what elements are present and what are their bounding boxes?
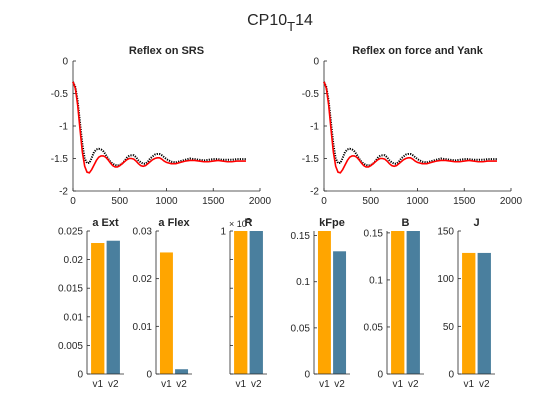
y-tick-label: -0.5 xyxy=(302,89,320,100)
bar-v2 xyxy=(175,369,189,374)
y-tick-label: -1.5 xyxy=(302,154,320,165)
y-tick-label: 150 xyxy=(437,227,454,238)
y-tick-label: 0.015 xyxy=(58,284,83,295)
bar-v1 xyxy=(462,252,476,374)
figure-title-subscript: T xyxy=(287,19,295,34)
y-tick-label: 0.01 xyxy=(133,322,153,333)
series-line-red xyxy=(72,81,246,174)
y-tick-label: 0.1 xyxy=(296,277,310,288)
y-tick-label: 0.005 xyxy=(58,341,83,352)
bar-v1 xyxy=(391,231,405,374)
bar-v2 xyxy=(333,251,347,374)
x-tick-label: v1 xyxy=(463,379,474,390)
panel-2: Reflex on force and Yank 0 500 1000 1500 2000… xyxy=(302,45,523,207)
x-tick-label: 1500 xyxy=(453,196,476,207)
y-tick-label: 0.025 xyxy=(58,227,83,238)
panel-5: R× 105 v1 v2 1 xyxy=(220,217,267,390)
panel-3: a Ext v1 v2 0 0.005 0.01 0.015 0.02 0.025 xyxy=(58,217,124,390)
panel-8: Jv1 v2 0 50 100 150 xyxy=(437,217,495,390)
y-tick-label: 0.15 xyxy=(291,231,311,242)
line-panel-title: Reflex on SRS xyxy=(129,45,204,57)
bar-panel-title: kFpe xyxy=(319,217,345,229)
axis-exponent-digit: 5 xyxy=(247,218,251,225)
bar-v2 xyxy=(477,252,491,374)
x-tick-label: 2000 xyxy=(249,196,272,207)
x-tick-label: v2 xyxy=(408,379,419,390)
y-tick-label: 0.02 xyxy=(133,274,153,285)
y-tick-label: 0 xyxy=(62,57,68,68)
panel-6: kFpe v1 v2 0 0.05 0.1 0.15 xyxy=(291,217,350,390)
y-tick-label: 0.01 xyxy=(64,312,84,323)
bar-panel-title: B xyxy=(402,217,410,229)
bar-v2 xyxy=(406,231,420,374)
axis-exponent: × 105 xyxy=(229,218,251,229)
bar-v1 xyxy=(317,231,331,374)
y-tick-label: 0 xyxy=(313,57,319,68)
y-tick-label: -1 xyxy=(310,122,319,133)
y-tick-label: 0.05 xyxy=(364,322,384,333)
bar-panel-title: a Ext xyxy=(92,217,119,229)
bar-v1 xyxy=(234,231,248,374)
y-tick-label: 0.03 xyxy=(133,227,153,238)
bar-v2 xyxy=(249,231,263,374)
x-tick-label: v2 xyxy=(334,379,345,390)
y-tick-label: -0.5 xyxy=(51,89,69,100)
y-tick-label: 0.1 xyxy=(369,275,383,286)
x-tick-label: v1 xyxy=(392,379,403,390)
x-tick-label: 1500 xyxy=(202,196,225,207)
series-line-red xyxy=(323,81,497,174)
bar-v2 xyxy=(106,240,120,374)
bar-panel-title: R xyxy=(245,217,253,229)
y-tick-label: 0 xyxy=(377,370,383,381)
figure-title: CP10T14 xyxy=(247,12,313,34)
x-tick-label: v1 xyxy=(92,379,103,390)
x-tick-label: v2 xyxy=(479,379,490,390)
bar-v1 xyxy=(91,243,105,374)
y-tick-label: 0 xyxy=(77,370,83,381)
x-tick-label: 0 xyxy=(70,196,76,207)
bar-panel-title: J xyxy=(473,217,479,229)
y-tick-label: 50 xyxy=(443,322,455,333)
bar-v1 xyxy=(159,252,173,374)
x-tick-label: v2 xyxy=(108,379,119,390)
series-line-black xyxy=(72,81,246,167)
y-tick-label: 1 xyxy=(220,227,226,238)
y-tick-label: 0.15 xyxy=(364,228,384,239)
panel-7: Bv1 v2 0 0.05 0.1 0.15 xyxy=(364,217,424,390)
y-tick-label: -1 xyxy=(59,122,68,133)
panel-1: Reflex on SRS 0 500 1000 1500 2000 0 -0.5 -1 -1.5… xyxy=(51,45,272,207)
line-panel-title: Reflex on force and Yank xyxy=(352,45,484,57)
y-tick-label: 0 xyxy=(304,370,310,381)
x-tick-label: 1000 xyxy=(406,196,429,207)
y-tick-label: 100 xyxy=(437,274,454,285)
x-tick-label: 500 xyxy=(111,196,128,207)
x-tick-label: 500 xyxy=(362,196,379,207)
y-tick-label: -2 xyxy=(310,187,319,198)
y-tick-label: 0 xyxy=(448,370,454,381)
x-tick-label: v1 xyxy=(235,379,246,390)
series-line-black xyxy=(323,81,497,167)
x-tick-label: v1 xyxy=(161,379,172,390)
x-tick-label: 0 xyxy=(321,196,327,207)
y-tick-label: 0.05 xyxy=(291,323,311,334)
bar-panel-title: a Flex xyxy=(158,217,190,229)
y-tick-label: -2 xyxy=(59,187,68,198)
y-tick-label: 0.02 xyxy=(64,255,84,266)
x-tick-label: 1000 xyxy=(155,196,178,207)
panel-4: a Flex v1 v2 0 0.01 0.02 0.03 xyxy=(133,217,192,390)
y-tick-label: 0 xyxy=(146,370,152,381)
y-tick-label: -1.5 xyxy=(51,154,69,165)
x-tick-label: v2 xyxy=(176,379,187,390)
x-tick-label: v2 xyxy=(251,379,262,390)
x-tick-label: v1 xyxy=(319,379,330,390)
x-tick-label: 2000 xyxy=(500,196,523,207)
